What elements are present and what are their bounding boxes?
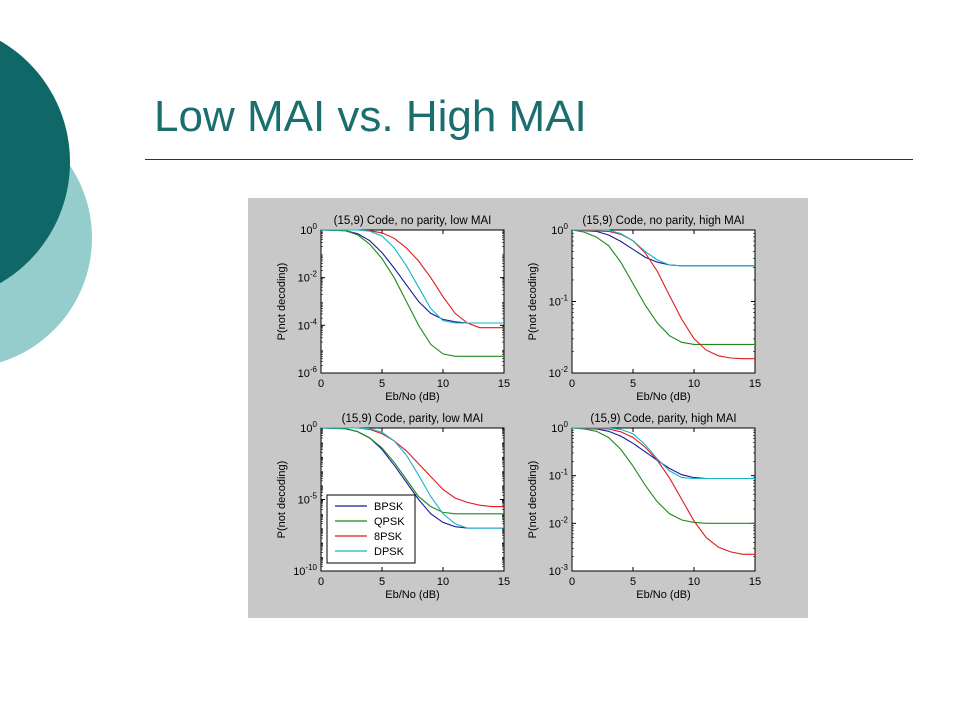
subplot-4: (15,9) Code, parity, high MAI 0 5 10 15 100 10… xyxy=(527,413,761,601)
figure-panel: (15,9) Code, no parity, low MAI 0 5 10 15 100… xyxy=(248,198,808,618)
x-tick-label: 10 xyxy=(688,576,700,588)
series-line-8psk xyxy=(571,427,755,555)
series-line-dpsk xyxy=(572,229,755,267)
series-line-qpsk xyxy=(571,427,755,524)
legend: BPSK QPSK 8PSK DPSK xyxy=(326,494,416,564)
x-tick-label: 15 xyxy=(498,576,510,588)
y-tick-label: 10-1 xyxy=(549,468,569,483)
x-tick-label: 5 xyxy=(630,378,636,390)
subplot-1: (15,9) Code, no parity, low MAI 0 5 10 15 100… xyxy=(276,215,510,403)
subplot-title: (15,9) Code, parity, low MAI xyxy=(342,413,484,425)
y-axis-label: P(not decoding) xyxy=(276,263,288,341)
x-tick-label: 15 xyxy=(749,576,761,588)
y-axis-label: P(not decoding) xyxy=(276,461,288,539)
x-tick-label: 0 xyxy=(569,378,575,390)
decorative-circles xyxy=(0,40,92,363)
plot-area xyxy=(571,229,756,374)
plot-area xyxy=(320,229,505,374)
plot-area xyxy=(571,427,756,572)
series-line-dpsk xyxy=(572,427,755,480)
series-line-dpsk xyxy=(321,427,504,529)
x-tick-label: 15 xyxy=(498,378,510,390)
x-tick-label: 10 xyxy=(688,378,700,390)
legend-label: DPSK xyxy=(374,546,405,558)
decorative-light-circle xyxy=(0,113,92,363)
y-tick-label: 100 xyxy=(300,420,317,435)
y-tick-label: 100 xyxy=(551,420,568,435)
subplot-title: (15,9) Code, no parity, low MAI xyxy=(334,215,492,227)
y-tick-label: 10-6 xyxy=(298,365,318,380)
series-line-qpsk xyxy=(571,229,755,345)
y-tick-label: 10-3 xyxy=(549,563,569,578)
series-line-8psk xyxy=(321,427,504,508)
legend-label: 8PSK xyxy=(374,531,403,543)
y-tick-label: 100 xyxy=(551,222,568,237)
x-axis-label: Eb/No (dB) xyxy=(385,391,439,403)
x-tick-label: 15 xyxy=(749,378,761,390)
x-axis-label: Eb/No (dB) xyxy=(636,391,690,403)
x-tick-label: 0 xyxy=(569,576,575,588)
y-tick-label: 10-2 xyxy=(549,515,569,530)
series-line-qpsk xyxy=(320,427,504,515)
y-tick-label: 10-5 xyxy=(298,492,318,507)
legend-label: BPSK xyxy=(374,501,404,513)
y-tick-label: 10-10 xyxy=(293,563,317,578)
series-line-qpsk xyxy=(320,229,504,357)
series-line-bpsk xyxy=(320,229,504,324)
y-axis-label: P(not decoding) xyxy=(527,263,539,341)
y-tick-label: 10-4 xyxy=(298,317,318,332)
legend-label: QPSK xyxy=(374,516,405,528)
title-divider xyxy=(145,159,913,160)
x-axis-label: Eb/No (dB) xyxy=(385,589,439,601)
x-tick-label: 5 xyxy=(379,378,385,390)
subplot-title: (15,9) Code, no parity, high MAI xyxy=(582,215,744,227)
y-tick-label: 10-2 xyxy=(549,365,569,380)
subplot-2: (15,9) Code, no parity, high MAI 0 5 10 15 10… xyxy=(527,215,761,403)
x-axis-label: Eb/No (dB) xyxy=(636,589,690,601)
y-tick-label: 100 xyxy=(300,222,317,237)
x-tick-label: 0 xyxy=(318,576,324,588)
y-tick-label: 10-1 xyxy=(549,294,569,309)
x-tick-label: 5 xyxy=(379,576,385,588)
decorative-dark-circle xyxy=(0,40,70,284)
x-tick-label: 5 xyxy=(630,576,636,588)
x-tick-label: 0 xyxy=(318,378,324,390)
y-axis-label: P(not decoding) xyxy=(527,461,539,539)
subplot-title: (15,9) Code, parity, high MAI xyxy=(590,413,736,425)
slide-title: Low MAI vs. High MAI xyxy=(154,92,587,141)
x-tick-label: 10 xyxy=(437,378,449,390)
series-line-dpsk xyxy=(321,229,504,324)
y-tick-label: 10-2 xyxy=(298,270,318,285)
x-tick-label: 10 xyxy=(437,576,449,588)
